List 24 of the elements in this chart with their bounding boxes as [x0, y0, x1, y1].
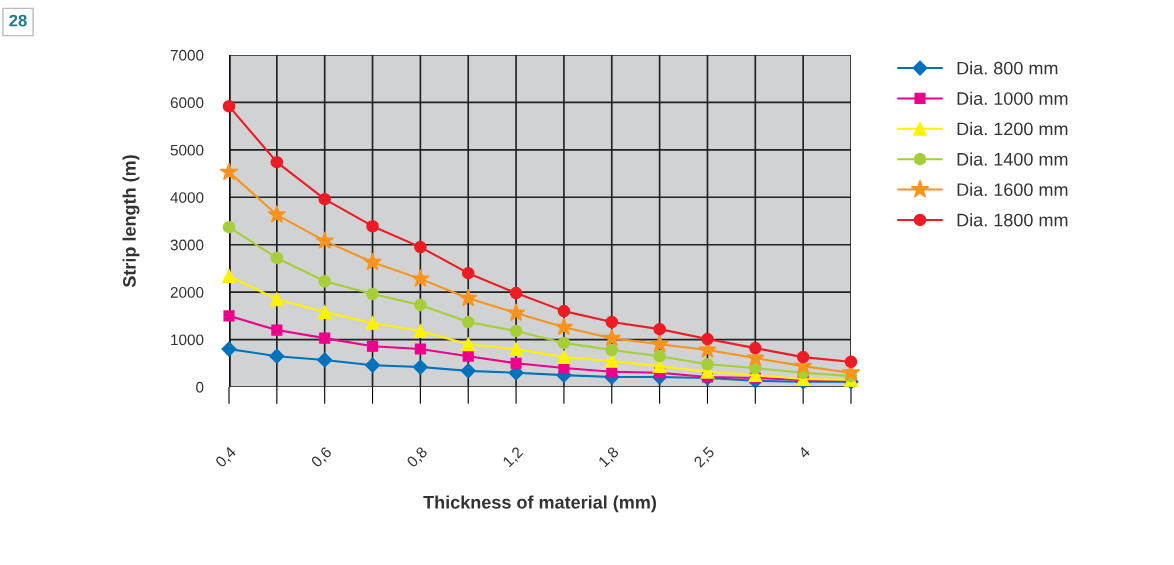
y-tick-label: 4000: [170, 192, 204, 203]
x-tick-label: 1,2: [502, 446, 525, 469]
legend-label: Dia. 1600 mm: [957, 182, 1068, 197]
legend-label: Dia. 1400 mm: [957, 152, 1068, 166]
x-tick-label: 4: [797, 446, 811, 459]
x-axis-title: Thickness of material (mm): [423, 495, 656, 513]
legend-label: Dia. 1000 mm: [957, 91, 1068, 105]
legend-label: Dia. 1800 mm: [957, 213, 1068, 227]
y-tick-label: 6000: [170, 97, 204, 109]
y-axis-title: Strip length (m): [122, 155, 140, 288]
x-tick-label: 0,4: [214, 445, 238, 470]
legend-label: Dia. 800 mm: [957, 61, 1058, 75]
legend-label: Dia. 1200 mm: [957, 122, 1068, 136]
y-tick-label: 1000: [171, 334, 204, 346]
y-tick-label: 3000: [170, 239, 204, 251]
x-tick-label: 0,6: [310, 446, 334, 470]
x-tick-label: 0,8: [406, 446, 430, 470]
y-tick-label: 7000: [170, 49, 204, 61]
y-tick-label: 0: [196, 381, 204, 393]
x-tick-label: 1,8: [597, 446, 621, 469]
text: 28: [9, 14, 27, 27]
y-tick-label: 2000: [170, 287, 204, 298]
y-tick-label: 5000: [170, 144, 204, 156]
x-tick-label: 2,5: [693, 446, 717, 470]
